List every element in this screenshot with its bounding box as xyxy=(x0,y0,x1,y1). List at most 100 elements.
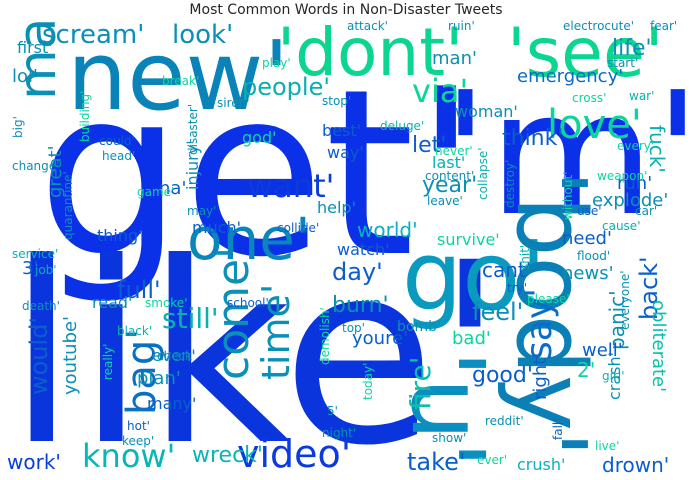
word-fear: fear' xyxy=(650,20,678,33)
word-2: 2' xyxy=(577,358,596,382)
word-cause: cause' xyxy=(602,219,641,233)
word-break: break' xyxy=(162,74,200,88)
word-world: world' xyxy=(357,218,418,242)
word-news: news' xyxy=(562,263,614,284)
word-day: day' xyxy=(332,258,383,286)
word-never: never' xyxy=(435,144,473,158)
word-m: 'm' xyxy=(442,56,686,254)
word-like: like' xyxy=(7,209,505,478)
word-could: could' xyxy=(99,134,135,148)
word-read: read' xyxy=(92,293,133,312)
word-last: last' xyxy=(432,153,466,172)
word-lol: lol' xyxy=(12,66,38,87)
word-drown: drown' xyxy=(602,453,670,477)
word-via: via' xyxy=(412,72,469,110)
word-shit: shit' xyxy=(518,244,532,270)
word-leave: leave' xyxy=(427,194,463,208)
word-help: help' xyxy=(317,198,356,217)
word-bad: bad' xyxy=(452,328,491,349)
word-scream: scream' xyxy=(42,20,145,50)
word-game: game' xyxy=(137,185,175,199)
word-way: way' xyxy=(327,143,364,162)
word-burn: burn' xyxy=(332,293,389,318)
word-would: would' xyxy=(25,316,53,395)
word-ruin: ruin' xyxy=(448,20,475,33)
word-watch: watch' xyxy=(337,240,390,259)
word-smoke: smoke' xyxy=(145,296,188,310)
chart-title: Most Common Words in Non-Disaster Tweets xyxy=(189,2,503,18)
word-really: really' xyxy=(101,343,115,380)
word-see: 'see' xyxy=(507,20,664,93)
word-ever: ever' xyxy=(477,453,508,467)
word-death: death' xyxy=(22,299,60,313)
word-go: go' xyxy=(402,222,547,332)
word-year: year' xyxy=(422,173,478,198)
word-video: video' xyxy=(237,432,352,476)
word-school: school' xyxy=(227,296,269,310)
word-car: car' xyxy=(635,204,658,218)
word-dont: 'dont' xyxy=(277,20,464,91)
word-survive: survive' xyxy=(437,230,500,249)
word-check: check' xyxy=(157,349,196,363)
word-head: head' xyxy=(102,149,136,163)
word-think: think' xyxy=(502,126,564,151)
word-start: start' xyxy=(607,56,639,70)
word-feel: feel' xyxy=(472,298,524,326)
word-life: life' xyxy=(612,36,652,61)
word-destroy: destroy' xyxy=(503,159,517,208)
word-need: need' xyxy=(562,228,612,249)
word-job: job' xyxy=(35,263,57,277)
word-full: full' xyxy=(117,276,161,304)
word-siren: siren' xyxy=(217,96,250,110)
word-cloud: get' like''m' new''dont''see' go''body''u' m… xyxy=(7,20,686,477)
word-want: want' xyxy=(247,167,335,205)
word-run: run' xyxy=(617,173,653,194)
word-stop: stop' xyxy=(322,94,352,108)
word-still: still' xyxy=(162,302,219,335)
word-even: even' xyxy=(152,346,196,365)
word-na: na' xyxy=(159,178,187,199)
word-electrocute: electrocute' xyxy=(563,20,635,33)
word-live: live' xyxy=(595,439,620,453)
word-every: every' xyxy=(617,139,655,153)
word-crush: crush' xyxy=(517,455,566,474)
word-night: night' xyxy=(322,426,357,440)
word-obliterate: obliterate' xyxy=(648,300,669,393)
word-fire: fire' xyxy=(404,356,437,410)
word-big: big' xyxy=(11,116,25,138)
word-youtube: youtube' xyxy=(60,316,81,395)
word-black: black' xyxy=(117,324,153,338)
word-cant: cant' xyxy=(482,258,532,282)
word-weapon: weapon' xyxy=(597,169,648,183)
word-take: take' xyxy=(407,448,466,476)
word-cross: cross' xyxy=(572,91,607,105)
word-man: man' xyxy=(432,48,477,69)
word-deluge: deluge' xyxy=(380,119,425,133)
word-3: 3' xyxy=(22,258,39,279)
word-work: work' xyxy=(7,450,61,474)
word-attack: attack' xyxy=(347,20,388,33)
word-show: show' xyxy=(432,431,467,445)
word-woman: woman' xyxy=(455,102,518,121)
word-reddit: reddit' xyxy=(485,414,524,428)
word-one: one' xyxy=(187,205,311,273)
word-without: without' xyxy=(561,171,575,220)
word-try: try' xyxy=(507,281,528,295)
word-god: god' xyxy=(242,128,277,147)
word-today: today' xyxy=(361,362,375,400)
word-first: first' xyxy=(17,38,53,57)
word-hot: hot' xyxy=(127,419,150,433)
word-many: many' xyxy=(147,394,197,413)
word-much: much' xyxy=(192,218,242,237)
word-youre: youre' xyxy=(352,328,409,349)
word-please: please' xyxy=(527,292,570,306)
word-emergency: emergency' xyxy=(517,66,624,87)
word-demolish: demolish' xyxy=(318,307,332,365)
word-fall: fall' xyxy=(551,418,565,440)
word-well: well' xyxy=(582,340,623,361)
word-know: know' xyxy=(82,437,176,475)
word-change: change' xyxy=(12,159,60,173)
word-bomb: bomb' xyxy=(397,319,441,335)
word-good: good' xyxy=(472,363,533,388)
